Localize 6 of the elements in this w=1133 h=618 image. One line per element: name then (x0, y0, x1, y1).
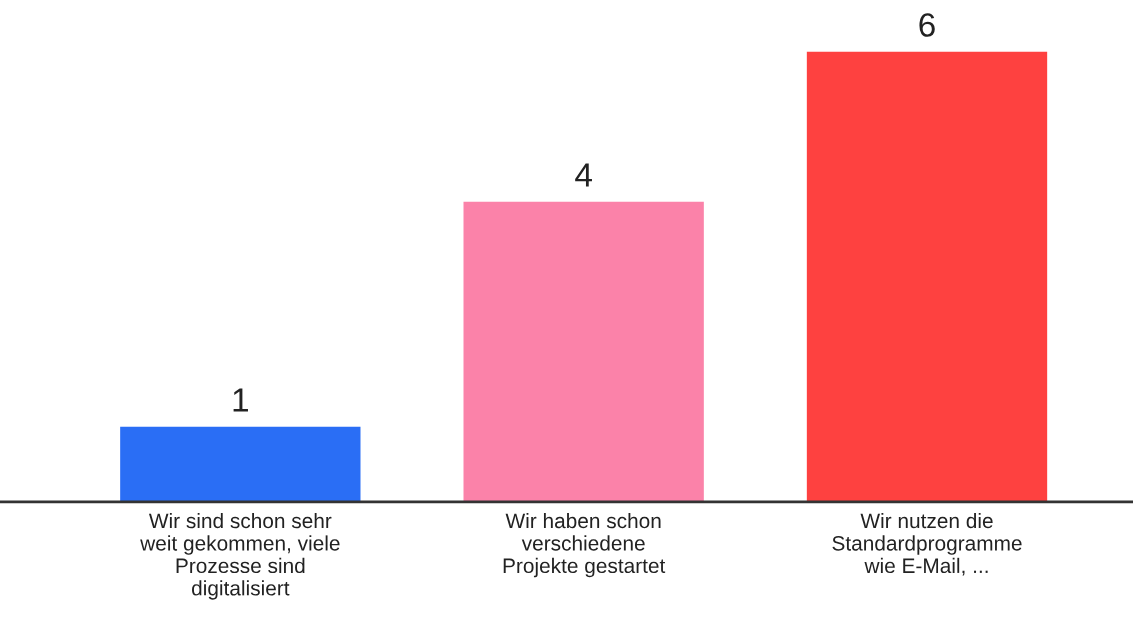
x-tick-label: Wir haben schon verschiedene Projekte gestartet (503, 512, 666, 578)
data-label: 1 (233, 388, 248, 412)
x-tick-label: Wir nutzen die Standardprogramme wie E-Mail, ... (832, 512, 1022, 576)
x-tick-label: Wir sind schon sehr weit gekommen, viele Prozesse sind digitalisiert (140, 512, 340, 600)
data-label: 4 (575, 163, 592, 187)
data-label: 6 (919, 13, 935, 37)
